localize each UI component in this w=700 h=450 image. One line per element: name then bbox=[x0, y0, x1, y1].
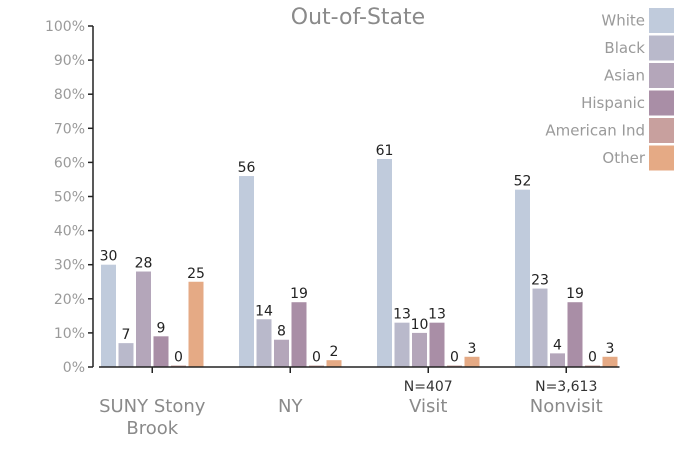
bar bbox=[239, 176, 254, 367]
x-tick-label: Nonvisit bbox=[530, 396, 603, 417]
data-label: 52 bbox=[514, 174, 532, 190]
legend-label: Asian bbox=[604, 67, 645, 85]
data-label: 30 bbox=[100, 249, 118, 265]
data-label: 10 bbox=[411, 317, 429, 333]
bar bbox=[291, 302, 307, 367]
legend-swatch bbox=[649, 8, 674, 33]
legend-swatch bbox=[649, 145, 674, 171]
data-label: 9 bbox=[157, 320, 166, 336]
bar bbox=[567, 302, 583, 367]
bar bbox=[464, 356, 480, 367]
y-tick-label: 50% bbox=[54, 190, 85, 206]
bar bbox=[326, 360, 342, 367]
x-tick-label: Visit bbox=[409, 396, 447, 417]
data-label: 25 bbox=[187, 266, 205, 282]
y-tick-label: 80% bbox=[54, 87, 85, 103]
y-tick-label: 0% bbox=[63, 360, 85, 376]
legend-label: White bbox=[601, 12, 645, 30]
data-label: 0 bbox=[174, 350, 183, 366]
legend: White Black Asian Hispanic American Ind Other bbox=[545, 8, 674, 171]
y-tick-label: 20% bbox=[54, 292, 85, 308]
data-label: 4 bbox=[553, 337, 562, 353]
bar bbox=[274, 339, 289, 367]
data-label: 14 bbox=[255, 303, 273, 319]
data-label: 7 bbox=[122, 327, 131, 343]
data-label: 3 bbox=[606, 341, 615, 357]
data-label: 61 bbox=[376, 143, 394, 159]
legend-swatch bbox=[649, 35, 674, 61]
data-label: 0 bbox=[588, 350, 597, 366]
legend-swatch bbox=[649, 90, 674, 116]
bar bbox=[377, 158, 392, 367]
data-label: 13 bbox=[428, 307, 446, 323]
bar bbox=[136, 271, 151, 367]
bar bbox=[429, 322, 445, 367]
bar bbox=[602, 356, 618, 367]
x-tick-label: SUNY Stony Brook bbox=[99, 396, 206, 439]
data-label: 0 bbox=[312, 350, 321, 366]
bar bbox=[256, 319, 272, 367]
legend-swatch bbox=[649, 118, 674, 143]
data-label: 3 bbox=[468, 341, 477, 357]
legend-label: Hispanic bbox=[581, 94, 645, 112]
bar bbox=[412, 332, 427, 367]
y-tick-label: 100% bbox=[45, 19, 85, 35]
bar bbox=[118, 343, 134, 367]
data-label: 28 bbox=[135, 256, 153, 272]
data-label: 23 bbox=[531, 273, 549, 289]
y-tick-label: 90% bbox=[54, 53, 85, 69]
x-tick-label: NY bbox=[278, 396, 303, 417]
legend-swatch bbox=[649, 63, 674, 88]
data-label: 19 bbox=[290, 286, 308, 302]
data-label: 8 bbox=[277, 324, 286, 340]
bar bbox=[101, 264, 116, 367]
chart-title: Out-of-State bbox=[291, 5, 425, 30]
y-tick-label: 60% bbox=[54, 155, 85, 171]
y-axis: 0% 10% 20% 30% 40% 50% 60% 70% 80% 90% 100% bbox=[45, 19, 94, 376]
bar bbox=[550, 353, 565, 367]
sample-size-label: N=3,613 bbox=[535, 379, 597, 395]
legend-label: Black bbox=[604, 39, 645, 57]
bar bbox=[532, 288, 548, 367]
y-tick-label: 30% bbox=[54, 258, 85, 274]
y-tick-label: 10% bbox=[54, 326, 85, 342]
legend-label: American Ind bbox=[545, 122, 645, 140]
bar bbox=[153, 336, 169, 367]
data-label: 0 bbox=[450, 350, 459, 366]
bar bbox=[188, 281, 204, 367]
legend-label: Other bbox=[602, 149, 645, 167]
bar bbox=[515, 189, 530, 367]
data-label: 56 bbox=[238, 160, 256, 176]
y-tick-label: 70% bbox=[54, 121, 85, 137]
data-label: 13 bbox=[393, 307, 411, 323]
y-tick-label: 40% bbox=[54, 224, 85, 240]
sample-size-label: N=407 bbox=[404, 379, 453, 395]
bar bbox=[394, 322, 410, 367]
data-label: 19 bbox=[566, 286, 584, 302]
data-label: 2 bbox=[330, 344, 339, 360]
